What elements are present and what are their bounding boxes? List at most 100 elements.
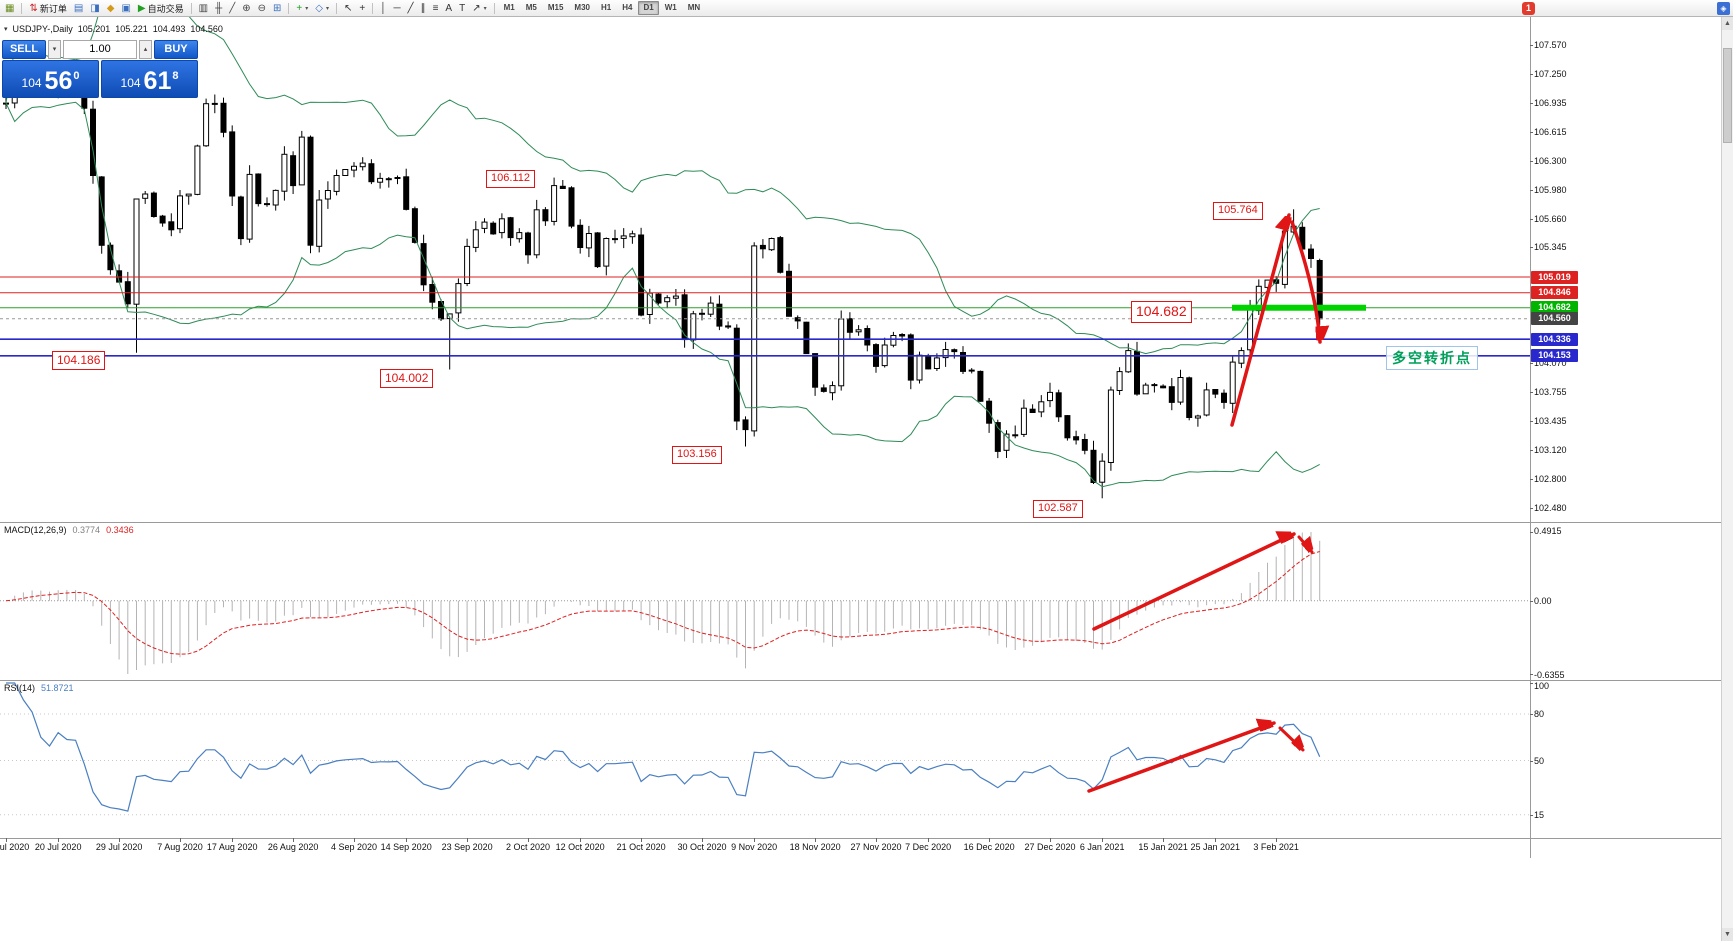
rsi-value: 51.8721 xyxy=(41,683,74,693)
candlestick-chart-type-icon[interactable]: ╫ xyxy=(212,1,225,16)
date-axis-tick xyxy=(528,838,529,842)
dropdown-caret-icon[interactable]: ▾ xyxy=(483,5,487,12)
macd-trend-arrow-down[interactable] xyxy=(1297,535,1312,554)
timeframe-button-H1[interactable]: H1 xyxy=(600,3,612,12)
date-axis-tick xyxy=(180,838,181,842)
cursor-icon[interactable]: ↖ xyxy=(341,1,355,16)
line-chart-type-icon[interactable]: ╱ xyxy=(226,1,238,16)
zoom-out-icon[interactable]: ⊖ xyxy=(255,1,269,16)
candles xyxy=(3,61,1323,499)
community-icon[interactable]: ◈ xyxy=(1717,2,1730,15)
date-axis-tick xyxy=(876,838,877,842)
channel-icon-glyph: ∥ xyxy=(420,2,426,14)
dropdown-caret-icon[interactable]: ▾ xyxy=(325,5,329,12)
rsi-trend-arrow-down[interactable] xyxy=(1278,726,1303,752)
scroll-up-icon[interactable]: ▲ xyxy=(1722,17,1733,30)
date-axis-label: 29 Jul 2020 xyxy=(95,842,143,852)
timeframe-button-M5[interactable]: M5 xyxy=(525,3,537,12)
navigator-icon[interactable]: ◆ xyxy=(104,1,118,16)
panel-separator[interactable] xyxy=(0,680,1721,681)
new-order-button[interactable]: ⇅ 新订单 xyxy=(26,1,69,16)
rsi-axis-tick: 50 xyxy=(1534,755,1545,766)
crosshair-icon[interactable]: + xyxy=(356,1,368,16)
sell-price[interactable]: 104 56 0 xyxy=(2,60,99,98)
macd-panel-canvas[interactable] xyxy=(0,522,1530,680)
terminal-icon[interactable]: ▣ xyxy=(118,1,133,16)
arrows-icon[interactable]: ↗ ▾ xyxy=(469,1,489,16)
timeframe-button-M30[interactable]: M30 xyxy=(574,3,590,12)
vertical-line-icon-glyph: │ xyxy=(380,2,387,14)
timeframe-button-W1[interactable]: W1 xyxy=(664,3,677,12)
trend-arrow-up[interactable] xyxy=(1230,213,1289,427)
vertical-scrollbar[interactable]: ▲ ▼ xyxy=(1721,17,1733,941)
timeframe-button-D1[interactable]: D1 xyxy=(638,1,659,15)
timeframe-button-M1[interactable]: M1 xyxy=(503,3,515,12)
zoom-in-icon[interactable]: ⊕ xyxy=(239,1,253,16)
fibonacci-icon[interactable]: ≡ xyxy=(430,1,442,16)
market-watch-icon[interactable]: ▤ xyxy=(71,1,86,16)
date-axis-tick xyxy=(1163,838,1165,842)
channel-icon[interactable]: ∥ xyxy=(418,1,429,16)
horizontal-line-icon[interactable]: ─ xyxy=(390,1,403,16)
axis-tick xyxy=(1530,532,1533,533)
low-label-102587[interactable]: 102.587 xyxy=(1033,500,1083,518)
volume-decrease-icon[interactable]: ▾ xyxy=(48,40,61,59)
volume-increase-icon[interactable]: ▴ xyxy=(139,40,152,59)
terminal-icon-glyph: ▣ xyxy=(121,2,131,14)
buy-price[interactable]: 104 61 8 xyxy=(101,60,198,98)
axis-tick xyxy=(1530,363,1533,365)
auto-trading-button[interactable]: ▶ 自动交易 xyxy=(135,1,187,16)
bar-chart-type-icon[interactable]: ▥ xyxy=(196,1,211,16)
trendline-icon[interactable]: ╱ xyxy=(405,1,417,16)
timeframe-button-H4[interactable]: H4 xyxy=(622,3,633,12)
objects-list-icon[interactable]: ◇ ▾ xyxy=(312,1,332,16)
high-label-106112[interactable]: 106.112 xyxy=(486,170,535,188)
new-chart-icon[interactable]: ▦ xyxy=(2,1,17,16)
one-click-toggle-icon[interactable]: ▾ xyxy=(4,26,8,33)
low-label-104002[interactable]: 104.002 xyxy=(380,369,434,388)
macd-trend-arrow-up[interactable] xyxy=(1092,534,1296,631)
rsi-trend-arrow-up[interactable] xyxy=(1087,723,1276,793)
toolbar-separator xyxy=(335,2,337,14)
new-chart-icon-glyph: ▦ xyxy=(5,2,15,14)
axis-tick xyxy=(1530,478,1533,480)
timeframe-button-MN[interactable]: MN xyxy=(687,3,701,12)
tile-windows-icon[interactable]: ⊞ xyxy=(270,1,284,16)
buy-button[interactable]: BUY xyxy=(154,40,198,59)
level-label-104682[interactable]: 104.682 xyxy=(1131,301,1192,323)
add-indicator-icon[interactable]: + ▾ xyxy=(293,1,311,16)
text-icon-glyph: A xyxy=(445,2,453,14)
data-window-icon[interactable]: ◨ xyxy=(87,1,102,16)
trend-arrow-down[interactable] xyxy=(1290,220,1320,344)
date-axis-tick xyxy=(119,838,121,842)
axis-tick xyxy=(1530,392,1533,393)
text-icon[interactable]: A xyxy=(442,1,455,16)
notification-badge[interactable]: 1 xyxy=(1522,2,1535,15)
auto-trading-icon: ▶ xyxy=(137,2,146,14)
timeframe-button-M15[interactable]: M15 xyxy=(547,3,564,12)
horizontal-line-icon-glyph: ─ xyxy=(393,2,401,14)
low-label-104186[interactable]: 104.186 xyxy=(52,351,106,370)
panel-separator[interactable] xyxy=(0,522,1721,523)
price-axis-tick: 102.480 xyxy=(1534,502,1567,513)
price-axis-tick: 103.120 xyxy=(1534,444,1567,455)
date-axis-label: 23 Sep 2020 xyxy=(441,842,493,852)
turning-point-annotation[interactable]: 多空转折点 xyxy=(1386,346,1478,370)
volume-value[interactable]: 1.00 xyxy=(63,40,137,59)
price-axis-tick: 107.570 xyxy=(1534,40,1567,50)
dropdown-caret-icon[interactable]: ▾ xyxy=(305,5,309,12)
rsi-axis-tick: 15 xyxy=(1534,809,1545,820)
date-axis-label: 20 Jul 2020 xyxy=(34,842,82,852)
scroll-down-icon[interactable]: ▼ xyxy=(1722,928,1733,941)
vertical-line-icon[interactable]: │ xyxy=(377,1,389,16)
price-chart-canvas[interactable] xyxy=(0,17,1530,522)
rsi-panel-canvas[interactable] xyxy=(0,680,1530,838)
date-axis-tick xyxy=(754,838,756,842)
sell-button[interactable]: SELL xyxy=(2,40,46,59)
low-label-103156[interactable]: 103.156 xyxy=(672,446,722,464)
axis-tick xyxy=(1530,218,1533,220)
label-icon[interactable]: T xyxy=(456,1,468,16)
date-axis-tick xyxy=(928,838,930,842)
high-label-105764[interactable]: 105.764 xyxy=(1213,202,1263,220)
scrollbar-thumb[interactable] xyxy=(1723,48,1732,143)
